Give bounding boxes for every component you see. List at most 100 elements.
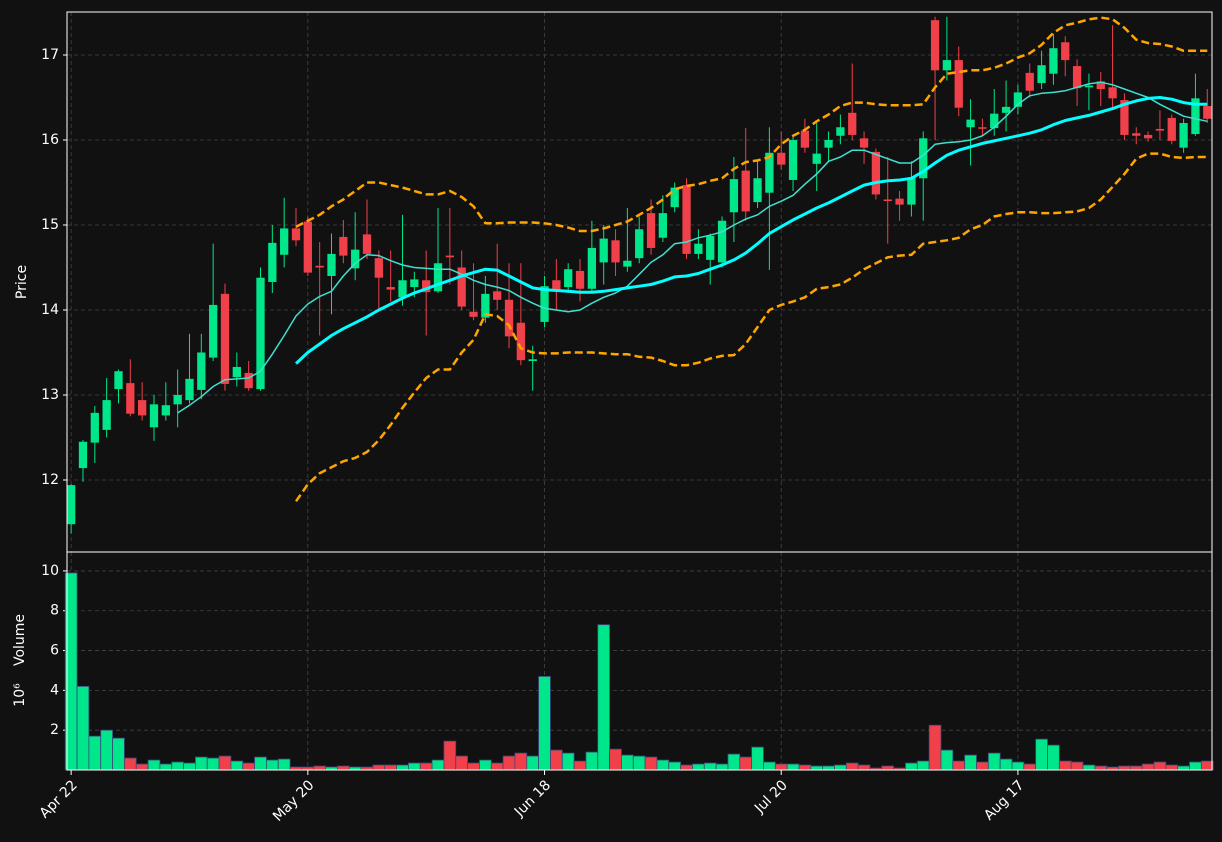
candle-body	[1084, 85, 1094, 88]
candle-body	[504, 299, 514, 337]
candle-body	[516, 322, 525, 361]
candle-body	[1155, 128, 1165, 131]
candle-body	[256, 277, 265, 390]
candle-body	[682, 185, 691, 254]
volume-bar	[692, 763, 705, 771]
candle-body	[185, 378, 194, 401]
volume-bar	[810, 765, 824, 771]
volume-bar	[337, 765, 350, 771]
x-tick-label: Apr 22	[37, 777, 81, 821]
candle-body	[374, 258, 383, 278]
volume-bar	[408, 762, 421, 771]
candle-body	[765, 152, 774, 193]
candle-body	[457, 267, 466, 307]
candle-body	[291, 228, 301, 241]
volume-bar	[171, 761, 184, 771]
candle-body	[102, 400, 111, 430]
volume-bar	[1129, 765, 1143, 771]
candle-body	[422, 280, 431, 293]
price-axis-label: Price	[14, 265, 30, 299]
volume-bar	[431, 759, 445, 771]
y-tick-label: 10	[41, 563, 59, 579]
axes-frame	[66, 551, 1213, 771]
candle-body	[1049, 48, 1058, 74]
x-tick-label: Aug 17	[981, 777, 1027, 823]
volume-bar	[1177, 765, 1190, 771]
candle-body	[315, 265, 324, 268]
candle-body	[895, 198, 904, 205]
volume-bar	[384, 764, 397, 771]
volume-bar	[1094, 765, 1108, 771]
volume-bar	[1153, 761, 1167, 771]
volume-bar	[396, 764, 409, 771]
volume-bar	[266, 759, 279, 771]
volume-bar	[526, 755, 540, 771]
y-tick-label: 8	[50, 603, 59, 619]
volume-bar	[668, 761, 682, 771]
volume-bar	[621, 754, 634, 771]
candle-body	[493, 291, 502, 300]
candle-body	[646, 213, 656, 248]
volume-bar	[1200, 760, 1214, 771]
candle-body	[788, 140, 798, 180]
volume-bar	[940, 749, 954, 771]
volume-bar	[644, 756, 658, 771]
volume-bar	[857, 764, 871, 771]
volume-bar	[479, 759, 492, 771]
candle-body	[717, 220, 727, 263]
volume-bar	[183, 762, 196, 771]
volume-bar	[313, 765, 326, 771]
volume-bar	[1023, 763, 1037, 771]
candle-body	[564, 269, 573, 288]
volume-bar	[455, 755, 469, 771]
volume-bar	[999, 758, 1013, 771]
candle-body	[1179, 123, 1188, 148]
candle-body	[149, 404, 159, 428]
candle-body	[126, 383, 135, 414]
volume-bar	[774, 763, 788, 771]
candle-body	[351, 249, 360, 269]
volume-bar	[727, 753, 741, 771]
candle-body	[599, 238, 608, 263]
volume-bar	[254, 756, 267, 771]
candle-body	[386, 287, 395, 290]
volume-bar	[798, 764, 812, 771]
volume-bar	[916, 760, 930, 771]
volume-bar	[159, 763, 173, 771]
candle-body	[232, 366, 241, 378]
candle-body	[78, 441, 88, 469]
candle-body	[469, 311, 478, 317]
volume-bar	[656, 759, 670, 771]
y-tick-label: 4	[50, 682, 59, 698]
volume-bar	[585, 751, 599, 771]
candle-body	[244, 372, 253, 389]
y-tick-label: 6	[50, 643, 59, 659]
volume-bar	[123, 757, 137, 771]
y-tick-label: 2	[50, 722, 59, 738]
candle-body	[1108, 87, 1117, 99]
volume-bar	[538, 676, 551, 771]
candle-body	[694, 243, 703, 254]
volume-bar	[206, 757, 220, 771]
x-tick-label: May 20	[270, 777, 318, 825]
candle-body	[1167, 117, 1176, 141]
candle-body	[1061, 42, 1070, 61]
volume-bar	[100, 729, 113, 771]
candle-body	[753, 178, 762, 203]
candle-body	[919, 138, 928, 179]
volume-bar	[987, 752, 1001, 771]
candle-body	[859, 138, 869, 148]
candle-body	[848, 112, 857, 135]
volume-bar	[952, 760, 966, 771]
volume-bar	[609, 748, 622, 771]
candle-body	[978, 127, 987, 129]
volume-bar	[845, 762, 859, 771]
volume-bar	[467, 762, 480, 771]
volume-bar	[703, 762, 717, 771]
volume-axis-label: Volume	[12, 614, 28, 666]
candle-body	[327, 253, 336, 277]
volume-bar	[1047, 744, 1060, 771]
volume-bar	[1035, 738, 1048, 771]
candle-body	[1037, 65, 1046, 84]
